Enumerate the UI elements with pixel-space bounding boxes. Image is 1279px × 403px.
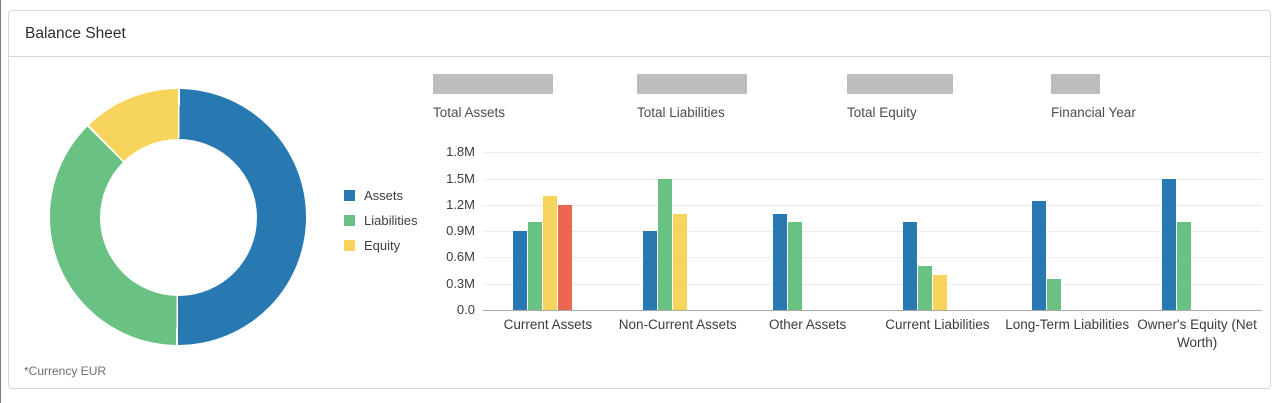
kpi-financial-year: Financial Year [1051, 74, 1136, 120]
kpi-total-assets: Total Assets [433, 74, 553, 120]
gridline [483, 257, 1262, 259]
bar-group [772, 213, 802, 310]
bar-green[interactable] [917, 266, 932, 310]
y-tick-label: 1.5M [446, 170, 475, 186]
bar-blue[interactable] [772, 213, 787, 310]
y-tick-label: 0.0 [456, 302, 475, 317]
legend-label: Assets [364, 188, 404, 203]
bar-green[interactable] [787, 222, 802, 310]
gridline [483, 231, 1262, 233]
window-left-edge [0, 0, 1, 403]
bar-group [902, 222, 947, 310]
bar-green[interactable] [528, 222, 542, 310]
legend-label: Equity [364, 238, 401, 253]
x-axis-label: Current Assets [503, 317, 593, 332]
y-tick-label: 1.8M [446, 144, 475, 160]
y-tick-label: 1.2M [446, 196, 475, 212]
bar-blue[interactable] [642, 231, 657, 310]
legend-item-assets[interactable]: Assets [344, 183, 417, 208]
x-axis-label: Owner's Equity (Net Worth) [1137, 317, 1257, 350]
kpi-total-liabilities: Total Liabilities [637, 74, 747, 120]
assets-swatch-icon [344, 190, 355, 201]
grouped-bar-chart: 1.8M 1.5M 1.2M 0.9M 0.6M 0.3M 0.0 Current Asset… [9, 57, 1270, 388]
x-axis-baseline [483, 310, 1262, 311]
x-axis-label: Long-Term Liabilities [1005, 317, 1130, 332]
page-title: Balance Sheet [25, 24, 126, 42]
legend-item-liabilities[interactable]: Liabilities [344, 208, 417, 233]
kpi-label: Total Equity [847, 105, 917, 120]
card-body: Assets Liabilities Equity Total Assets T… [9, 57, 1270, 388]
kpi-value-placeholder [637, 74, 747, 94]
kpi-value-placeholder [847, 74, 953, 94]
kpi-value-placeholder [433, 74, 553, 94]
bar-green[interactable] [1047, 279, 1062, 310]
y-tick-label: 0.6M [446, 249, 475, 265]
bar-group [513, 196, 572, 310]
donut-chart[interactable] [50, 89, 306, 345]
y-tick-label: 0.9M [446, 223, 475, 239]
bar-blue[interactable] [902, 222, 917, 310]
bar-green[interactable] [657, 178, 672, 310]
legend-item-equity[interactable]: Equity [344, 233, 417, 258]
bar-yellow[interactable] [932, 275, 947, 310]
balance-sheet-card: Balance Sheet Assets Liabilities Equity … [8, 10, 1271, 389]
x-axis-label: Non-Current Assets [618, 317, 737, 332]
bar-green[interactable] [1177, 222, 1192, 310]
bar-group [1162, 178, 1192, 310]
legend-label: Liabilities [364, 213, 418, 228]
gridline [483, 283, 1262, 285]
bar-blue[interactable] [513, 231, 527, 310]
kpi-value-placeholder [1051, 74, 1100, 94]
bar-yellow[interactable] [543, 196, 557, 310]
x-axis-label: Current Liabilities [885, 317, 990, 332]
x-axis-label: Other Assets [768, 317, 847, 332]
bar-yellow[interactable] [672, 213, 687, 310]
kpi-label: Total Liabilities [637, 105, 725, 120]
gridline [483, 204, 1262, 206]
gridline [483, 152, 1262, 154]
bar-blue[interactable] [1162, 178, 1177, 310]
equity-swatch-icon [344, 240, 355, 251]
kpi-label: Financial Year [1051, 105, 1136, 120]
kpi-total-equity: Total Equity [847, 74, 953, 120]
liabilities-swatch-icon [344, 215, 355, 226]
bar-group [1032, 200, 1062, 310]
y-tick-label: 0.3M [446, 275, 475, 291]
donut-hole [99, 138, 257, 296]
chart-legend: Assets Liabilities Equity [344, 183, 417, 258]
bar-blue[interactable] [1032, 200, 1047, 310]
gridline [483, 178, 1262, 180]
bar-group [642, 178, 687, 310]
bar-red[interactable] [558, 204, 572, 310]
currency-note: *Currency EUR [24, 364, 107, 378]
card-header: Balance Sheet [9, 11, 1270, 57]
kpi-label: Total Assets [433, 105, 506, 120]
